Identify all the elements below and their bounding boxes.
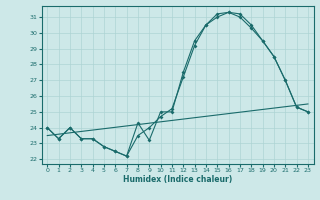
X-axis label: Humidex (Indice chaleur): Humidex (Indice chaleur) [123, 175, 232, 184]
